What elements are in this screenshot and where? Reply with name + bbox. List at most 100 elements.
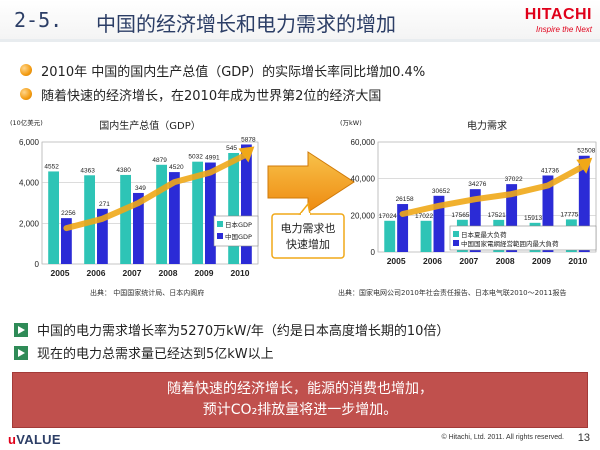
bar-china bbox=[169, 172, 180, 264]
bullet-text: 中国的电力需求增长率为5270万kW/年（约是日本高度增长期的10倍） bbox=[37, 324, 450, 339]
bar-japan bbox=[228, 153, 239, 264]
data-label-japan: 4380 bbox=[116, 167, 131, 174]
gdp-chart: 0 2,000 4,000 6,000 (10亿美元) 国内生产总值（GDP） 4552 22… bbox=[8, 118, 270, 308]
x-tick-label: 2007 bbox=[459, 256, 478, 266]
y-tick-label: 6,000 bbox=[19, 138, 40, 147]
y-tick-label: 4,000 bbox=[19, 179, 40, 188]
legend-label: 日本GDP bbox=[225, 220, 252, 229]
bottom-bullet-list: 中国的电力需求增长率为5270万kW/年（约是日本高度增长期的10倍） 现在的电… bbox=[14, 318, 590, 364]
trend-arrow-line bbox=[63, 151, 250, 232]
list-item: 2010年 中国的国内生产总值（GDP）的实际增长率同比增加0.4% bbox=[20, 58, 590, 82]
x-tick-label: 2008 bbox=[496, 256, 515, 266]
uvalue-brand: uVALUE bbox=[8, 432, 61, 447]
data-label-china: 34276 bbox=[468, 181, 486, 188]
x-tick-label: 2007 bbox=[123, 268, 142, 278]
triangle-bullet-icon bbox=[14, 322, 28, 337]
bar-china bbox=[469, 189, 481, 252]
logo-wordmark: HITACHI bbox=[524, 6, 592, 23]
bar-china bbox=[433, 195, 445, 252]
data-label-japan: 17521 bbox=[488, 212, 506, 219]
chart-title: 电力需求 bbox=[467, 119, 507, 132]
data-label-china: 37022 bbox=[505, 176, 523, 183]
slide-header: 2-5. 中国的经济增长和电力需求的增加 HITACHI Inspire the… bbox=[0, 0, 600, 42]
bar-china bbox=[61, 218, 72, 264]
slide-number: 2-5. bbox=[14, 8, 63, 32]
x-tick-label: 2009 bbox=[532, 256, 551, 266]
y-tick-label: 2,000 bbox=[19, 219, 40, 228]
legend-swatch bbox=[453, 240, 459, 246]
bar-china bbox=[542, 175, 554, 252]
data-label-japan: 17022 bbox=[415, 213, 433, 220]
x-tick-label: 2006 bbox=[423, 256, 442, 266]
data-label-japan: 15913 bbox=[524, 215, 542, 222]
callout-line-1: 电力需求也 bbox=[281, 222, 336, 235]
trend-arrow-line bbox=[399, 162, 588, 217]
chart-title: 国内生产总值（GDP） bbox=[99, 119, 200, 132]
conclusion-box: 随着快速的经济增长，能源的消费也增加， 预计CO₂排放量将进一步增加。 bbox=[12, 372, 588, 428]
y-tick-label: 40,000 bbox=[351, 175, 376, 184]
page-number: 13 bbox=[577, 432, 590, 444]
gdp-chart-svg: 0 2,000 4,000 6,000 (10亿美元) 国内生产总值（GDP） 4552 22… bbox=[10, 118, 259, 278]
data-label-japan: 17024 bbox=[379, 213, 397, 220]
x-tick-label: 2005 bbox=[51, 268, 70, 278]
data-label-japan: 17775 bbox=[560, 211, 578, 218]
slide-title: 中国的经济增长和电力需求的增加 bbox=[96, 12, 396, 36]
trend-arrow-head bbox=[238, 146, 255, 163]
bullet-text: 随着快速的经济增长，在2010年成为世界第2位的经济大国 bbox=[41, 88, 382, 104]
bullet-text: 2010年 中国的国内生产总值（GDP）的实际增长率同比增加0.4% bbox=[41, 64, 426, 80]
x-tick-label: 2005 bbox=[387, 256, 406, 266]
y-tick-label: 0 bbox=[35, 260, 40, 269]
data-label-china: 2256 bbox=[61, 210, 76, 217]
list-item: 中国的电力需求增长率为5270万kW/年（约是日本高度增长期的10倍） bbox=[14, 318, 590, 341]
bar-japan bbox=[192, 161, 203, 264]
data-label-china: 5878 bbox=[241, 136, 256, 143]
y-tick-label: 0 bbox=[371, 248, 376, 257]
bar-japan bbox=[48, 171, 59, 264]
brand-u: u bbox=[8, 432, 17, 447]
legend-swatch bbox=[453, 231, 459, 237]
bar-china bbox=[205, 162, 216, 264]
data-label-china: 26158 bbox=[396, 196, 414, 203]
transition-arrow: 电力需求也 快速增加 bbox=[262, 148, 358, 268]
y-axis-label: (10亿美元) bbox=[10, 118, 43, 127]
data-label-china: 4520 bbox=[169, 164, 184, 171]
brand-rest: VALUE bbox=[16, 432, 61, 447]
bar-china bbox=[578, 155, 590, 252]
legend-label: 日本夏最大负荷 bbox=[461, 230, 507, 239]
data-label-japan: 4552 bbox=[44, 163, 59, 170]
x-tick-label: 2010 bbox=[568, 256, 587, 266]
bullet-text: 现在的电力总需求量已经达到5亿kW以上 bbox=[37, 347, 274, 362]
legend-swatch bbox=[217, 221, 223, 227]
y-axis-label: (万kW) bbox=[340, 119, 362, 127]
data-label-china: 52508 bbox=[577, 148, 595, 155]
trend-arrow-head bbox=[576, 157, 593, 174]
power-source-note: 出典：国家电网公司2010年社会责任报告、日本电气联2010～2011报告 bbox=[338, 289, 567, 297]
y-tick-label: 20,000 bbox=[351, 211, 376, 220]
bar-china bbox=[97, 208, 108, 264]
data-label-china: 349 bbox=[135, 185, 146, 192]
power-demand-chart: 0 20,000 40,000 60,000 (万kW) 电力需求 17024 26158 20… bbox=[338, 118, 600, 308]
top-bullet-list: 2010年 中国的国内生产总值（GDP）的实际增长率同比增加0.4% 随着快速的… bbox=[20, 58, 590, 106]
legend-swatch bbox=[217, 233, 223, 239]
bullet-dot-icon bbox=[20, 64, 32, 76]
logo-tagline: Inspire the Next bbox=[535, 25, 592, 34]
bullet-dot-icon bbox=[20, 88, 32, 100]
bar-china bbox=[506, 184, 518, 252]
callout-line-2: 快速增加 bbox=[286, 237, 330, 251]
copyright: © Hitachi, Ltd. 2011. All rights reserve… bbox=[441, 434, 564, 441]
callout-box bbox=[271, 213, 345, 259]
conclusion-line-1: 随着快速的经济增长，能源的消费也增加， bbox=[167, 381, 433, 397]
data-label-china: 271 bbox=[99, 201, 110, 208]
bar-japan bbox=[120, 174, 131, 264]
bar-japan bbox=[420, 220, 432, 252]
bar-china bbox=[241, 144, 252, 264]
data-label-japan: 5032 bbox=[188, 154, 203, 161]
list-item: 随着快速的经济增长，在2010年成为世界第2位的经济大国 bbox=[20, 82, 590, 106]
data-label-japan: 4879 bbox=[152, 157, 167, 164]
data-label-china: 4991 bbox=[205, 155, 220, 162]
conclusion-line-2: 预计CO₂排放量将进一步增加。 bbox=[202, 402, 398, 418]
data-label-japan: 4363 bbox=[80, 167, 95, 174]
right-arrow-icon: 电力需求也 快速增加 bbox=[267, 151, 355, 259]
power-chart-svg: 0 20,000 40,000 60,000 (万kW) 电力需求 17024 26158 20… bbox=[340, 119, 597, 266]
legend-label: 中国国家電網経営範囲内最大負荷 bbox=[461, 239, 559, 248]
